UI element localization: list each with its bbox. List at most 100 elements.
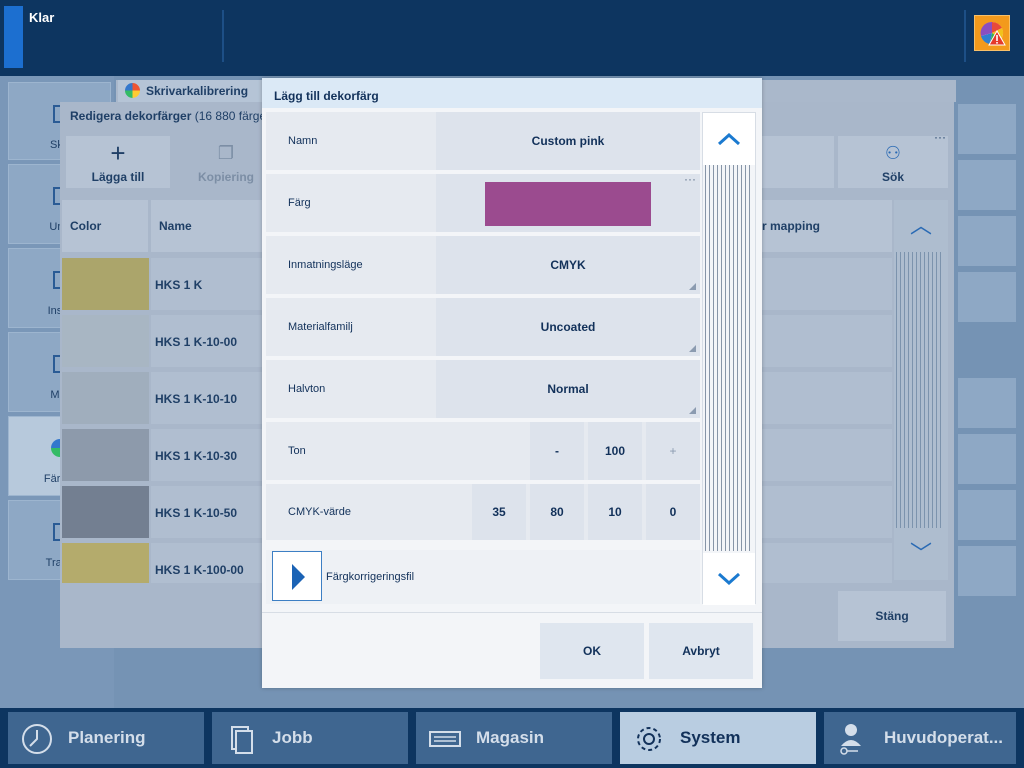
table-row[interactable]: HKS 1 K-10-30 [62,429,262,481]
cmyk-yellow-field[interactable]: 10 [588,484,642,540]
color-swatch [62,372,149,424]
color-label: Färg [288,197,311,209]
cmyk-magenta-field[interactable]: 80 [530,484,584,540]
nav-system-label: System [680,728,741,747]
tray-icon [429,731,461,747]
background-side-tile [958,434,1016,484]
material-family-row: Materialfamilj Uncoated [266,298,700,356]
user-key-icon [840,724,861,755]
tone-increase-button[interactable]: + [646,422,700,480]
cmyk-black-field[interactable]: 0 [646,484,700,540]
more-options-icon[interactable]: ··· [934,130,946,144]
edit-spot-colors-title: Redigera dekorfärger (16 880 färge [70,109,267,123]
name-row: Namn Custom pink [266,112,700,170]
scroll-track[interactable] [705,165,753,551]
scroll-up-button[interactable] [703,113,755,165]
name-label: Namn [288,135,318,147]
table-row[interactable]: HKS 1 K-10-50 [62,486,262,538]
close-button[interactable]: Stäng [838,591,946,641]
ok-button[interactable]: OK [540,623,644,679]
tone-row: Ton - 100 + [266,422,700,480]
search-button[interactable]: ⚇ Sök [838,136,948,188]
column-header-mapping[interactable]: r mapping [762,200,892,252]
cmyk-cyan-field[interactable]: 35 [472,484,526,540]
scroll-down-button[interactable] [703,553,755,605]
scroll-up-icon[interactable]: ︿ [909,213,932,238]
plus-icon: + [110,138,126,168]
gear-icon [637,727,661,751]
column-header-name[interactable]: Name [151,200,262,252]
color-picker[interactable] [436,174,700,232]
input-mode-select[interactable]: CMYK [436,236,700,294]
background-tool-slot [762,136,834,188]
nav-planning-label: Planering [68,728,146,747]
input-mode-row: Inmatningsläge CMYK [266,236,700,294]
color-swatch [62,429,149,481]
tone-decrease-button[interactable]: - [530,422,584,480]
more-options-icon[interactable]: ··· [684,172,696,186]
nav-jobs[interactable]: Jobb [212,712,408,764]
background-side-tile [958,546,1016,596]
status-divider [964,10,966,62]
color-swatch [62,258,149,310]
chevron-down-icon [717,573,741,585]
table-cell [762,429,892,481]
color-swatch [62,543,149,583]
color-correction-file-row: Färgkorrigeringsfil [266,550,700,604]
background-scrollbar[interactable]: ︿ ﹀ [894,200,948,580]
table-row[interactable]: HKS 1 K-10-10 [62,372,262,424]
tone-label: Ton [288,445,306,457]
input-mode-label: Inmatningsläge [288,259,363,271]
nav-jobs-label: Jobb [272,728,313,747]
copy-icon: ❐ [217,143,235,163]
dialog-scrollbar[interactable] [702,112,756,605]
document-icon [231,726,253,754]
background-side-tile [958,104,1016,154]
table-cell [762,258,892,310]
bottom-navigation: Planering Jobb Magasin System Huvudopera… [0,708,1024,768]
nav-trays-label: Magasin [476,728,545,747]
material-family-select[interactable]: Uncoated [436,298,700,356]
add-spot-color-button[interactable]: + Lägga till [66,136,170,188]
nav-system[interactable]: System [620,712,816,764]
table-cell [762,315,892,367]
background-side-tile [958,490,1016,540]
table-row[interactable]: HKS 1 K-100-00 [62,543,262,583]
cmyk-label: CMYK-värde [288,506,351,518]
top-status-bar: Klar [0,0,1024,76]
color-correction-file-label: Färgkorrigeringsfil [326,571,415,583]
table-cell [762,372,892,424]
table-cell [762,486,892,538]
color-warning-icon[interactable] [974,15,1010,51]
halftone-select[interactable]: Normal [436,360,700,418]
dialog-footer: OK Avbryt [262,612,762,688]
color-swatch [62,315,149,367]
table-row[interactable]: HKS 1 K-10-00 [62,315,262,367]
dialog-title: Lägg till dekorfärg [262,78,762,108]
name-field[interactable]: Custom pink [436,112,700,170]
nav-user[interactable]: Huvudoperat... [824,712,1016,764]
scroll-track[interactable] [896,252,944,528]
column-header-color[interactable]: Color [62,200,148,252]
color-wheel-icon [125,83,140,98]
spot-color-form: Namn Custom pink Färg ··· Inmatningsläge… [266,112,700,648]
color-preview-swatch[interactable] [485,182,651,226]
background-side-tile [958,216,1016,266]
tab-printer-calibration[interactable]: Skrivarkalibrering [118,80,262,102]
table-row[interactable]: HKS 1 K [62,258,262,310]
table-cell [762,543,892,583]
printer-status-text: Klar [29,10,55,25]
expand-icon[interactable] [272,551,322,601]
tone-value-field[interactable]: 100 [588,422,642,480]
chevron-up-icon [717,133,741,145]
background-side-tile [958,378,1016,428]
status-indicator [4,6,23,68]
nav-planning[interactable]: Planering [8,712,204,764]
nav-user-label: Huvudoperat... [884,728,1004,747]
copy-spot-color-button[interactable]: ❐ Kopiering [174,136,278,188]
nav-trays[interactable]: Magasin [416,712,612,764]
background-side-tile [958,160,1016,210]
halftone-row: Halvton Normal [266,360,700,418]
scroll-down-icon[interactable]: ﹀ [909,541,932,566]
cancel-button[interactable]: Avbryt [649,623,753,679]
